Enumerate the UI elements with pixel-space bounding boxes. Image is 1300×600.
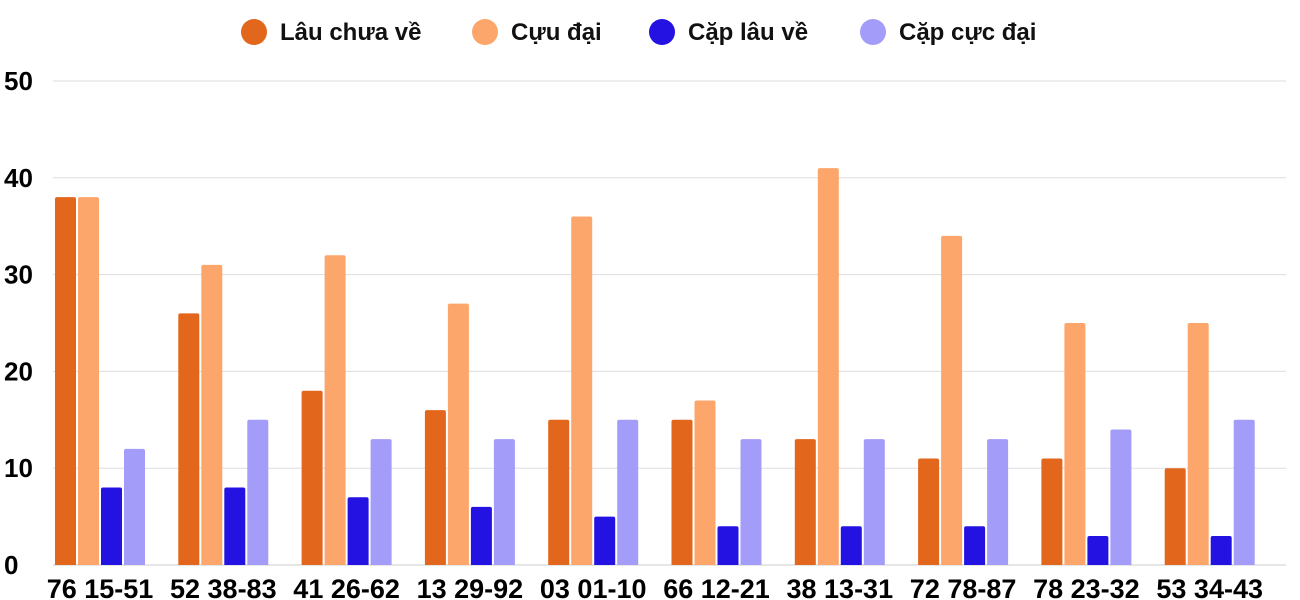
- bar: [470, 506, 492, 565]
- bar: [1041, 458, 1063, 565]
- y-tick-label: 20: [4, 356, 33, 386]
- legend-swatch: [241, 19, 267, 45]
- bar: [347, 497, 369, 565]
- bar: [863, 439, 885, 565]
- bar: [740, 439, 762, 565]
- series-2: [78, 168, 1209, 566]
- bar: [594, 516, 616, 565]
- bar: [548, 419, 570, 565]
- legend-swatch: [649, 19, 675, 45]
- chart-legend: Lâu chưa về Cựu đại Cặp lâu về Cặp cực đại: [241, 19, 1036, 46]
- x-tick-label: 72 78-87: [910, 574, 1017, 600]
- bar: [124, 448, 145, 565]
- bar: [918, 458, 940, 565]
- y-tick-label: 40: [4, 163, 33, 193]
- x-axis: 76 15-51 52 38-83 41 26-62 13 29-92 03 01-10…: [47, 574, 1263, 600]
- x-tick-label: 38 13-31: [787, 574, 894, 600]
- bar: [671, 419, 693, 565]
- series-1: [55, 197, 1186, 565]
- bar: [1164, 468, 1186, 565]
- x-tick-label: 41 26-62: [293, 574, 400, 600]
- bar: [1087, 535, 1109, 565]
- bar: [101, 487, 122, 565]
- chart-bars: [55, 168, 1255, 566]
- bar: [370, 439, 392, 565]
- bar: [941, 235, 963, 565]
- bar: [840, 526, 862, 565]
- legend-label: Cựu đại: [511, 19, 602, 46]
- bar: [987, 439, 1009, 565]
- bar: [201, 264, 223, 565]
- bar: [1064, 323, 1086, 565]
- legend-swatch: [860, 19, 886, 45]
- bar: [247, 419, 269, 565]
- bar: [571, 216, 593, 565]
- y-tick-label: 50: [4, 66, 33, 96]
- bar: [324, 255, 346, 566]
- bar: [964, 526, 986, 565]
- bar: [78, 197, 99, 565]
- legend-label: Cặp lâu về: [688, 19, 808, 46]
- bar: [1210, 535, 1232, 565]
- legend-label: Lâu chưa về: [280, 19, 421, 46]
- y-tick-label: 10: [4, 453, 33, 483]
- bar: [493, 439, 515, 565]
- x-tick-label: 13 29-92: [417, 574, 524, 600]
- bar: [178, 313, 200, 565]
- bar: [224, 487, 246, 565]
- legend-label: Cặp cực đại: [899, 19, 1036, 46]
- series-4: [124, 419, 1255, 565]
- bar: [717, 526, 739, 565]
- bar: [1187, 323, 1209, 565]
- bar: [1110, 429, 1132, 565]
- legend-item[interactable]: Lâu chưa về: [241, 19, 421, 46]
- legend-item[interactable]: Cặp lâu về: [649, 19, 808, 46]
- x-tick-label: 76 15-51: [47, 574, 154, 600]
- bar: [55, 197, 76, 565]
- bar: [1233, 419, 1255, 565]
- bar: [301, 390, 323, 565]
- x-tick-label: 03 01-10: [540, 574, 647, 600]
- legend-item[interactable]: Cặp cực đại: [860, 19, 1036, 46]
- y-axis: 0 10 20 30 40 50: [4, 66, 33, 580]
- y-tick-label: 0: [4, 550, 18, 580]
- bar: [617, 419, 639, 565]
- series-3: [101, 487, 1232, 565]
- bar: [817, 168, 839, 565]
- legend-item[interactable]: Cựu đại: [472, 19, 602, 46]
- bar: [794, 439, 816, 565]
- x-tick-label: 78 23-32: [1033, 574, 1140, 600]
- bar: [694, 400, 716, 565]
- bar: [424, 410, 446, 565]
- y-tick-label: 30: [4, 260, 33, 290]
- x-tick-label: 53 34-43: [1156, 574, 1263, 600]
- legend-swatch: [472, 19, 498, 45]
- bar: [447, 303, 469, 565]
- x-tick-label: 52 38-83: [170, 574, 277, 600]
- x-tick-label: 66 12-21: [663, 574, 770, 600]
